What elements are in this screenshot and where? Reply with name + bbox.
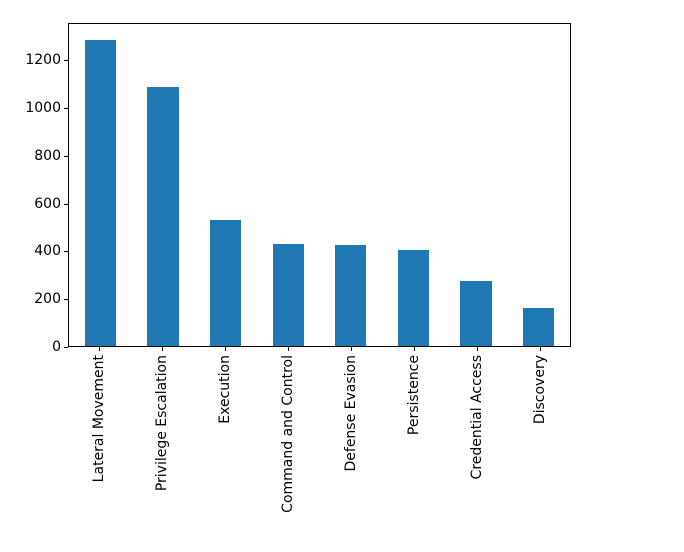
x-tick-label-discovery: Discovery xyxy=(532,355,548,425)
x-tick-label-defense-evasion: Defense Evasion xyxy=(343,355,359,472)
x-tick-mark xyxy=(351,347,352,351)
x-tick-label-command-and-control: Command and Control xyxy=(280,355,296,513)
y-tick-label: 200 xyxy=(34,291,61,307)
x-tick-mark xyxy=(288,347,289,351)
plot-area xyxy=(68,23,571,347)
bar-privilege-escalation xyxy=(147,87,179,346)
x-tick-label-persistence: Persistence xyxy=(406,355,422,436)
x-tick-label-execution: Execution xyxy=(217,355,233,424)
y-tick-label: 1000 xyxy=(25,100,61,116)
x-tick-mark xyxy=(225,347,226,351)
bar-command-and-control xyxy=(272,243,304,346)
x-tick-mark xyxy=(477,347,478,351)
bar-lateral-movement xyxy=(84,39,116,346)
y-tick-label: 600 xyxy=(34,196,61,212)
bar-discovery xyxy=(523,308,555,346)
x-tick-mark xyxy=(414,347,415,351)
x-tick-mark xyxy=(540,347,541,351)
y-tick-mark xyxy=(64,347,68,348)
x-tick-mark xyxy=(162,347,163,351)
y-tick-mark xyxy=(64,204,68,205)
bar-credential-access xyxy=(460,280,492,346)
y-tick-label: 400 xyxy=(34,243,61,259)
bar-persistence xyxy=(397,249,430,346)
y-tick-label: 800 xyxy=(34,148,61,164)
y-tick-mark xyxy=(64,108,68,109)
x-tick-label-lateral-movement: Lateral Movement xyxy=(91,355,107,483)
x-tick-mark xyxy=(99,347,100,351)
y-tick-mark xyxy=(64,60,68,61)
x-tick-label-privilege-escalation: Privilege Escalation xyxy=(154,355,170,492)
bar-defense-evasion xyxy=(335,245,367,346)
y-tick-label: 0 xyxy=(52,339,61,355)
y-tick-mark xyxy=(64,251,68,252)
bar-execution xyxy=(209,220,242,346)
bars-layer xyxy=(69,24,570,346)
y-tick-mark xyxy=(64,299,68,300)
x-tick-label-credential-access: Credential Access xyxy=(469,355,485,480)
y-tick-label: 1200 xyxy=(25,52,61,68)
y-tick-mark xyxy=(64,156,68,157)
